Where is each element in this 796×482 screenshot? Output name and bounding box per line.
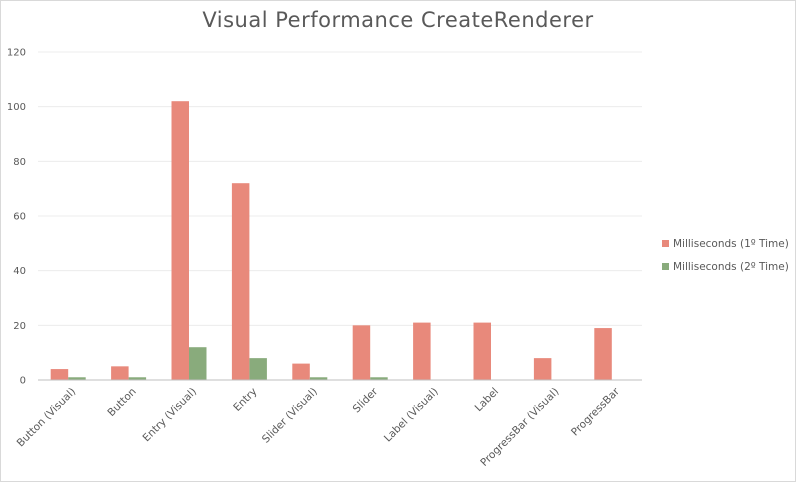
category-label: Button <box>105 386 138 419</box>
legend-label: Milliseconds (2º Time) <box>673 261 789 273</box>
bar-series-2 <box>309 377 328 380</box>
legend-swatch <box>662 240 669 247</box>
bar-series-1 <box>171 101 189 380</box>
y-tick-label: 120 <box>7 48 26 59</box>
y-tick-label: 60 <box>13 212 26 223</box>
bar-series-2 <box>128 377 147 380</box>
bar-series-1 <box>594 328 612 380</box>
y-tick-label: 100 <box>7 102 26 113</box>
legend: Milliseconds (1º Time) Milliseconds (2º T… <box>662 238 789 273</box>
legend-swatch <box>662 263 669 270</box>
bar-series-2 <box>370 377 388 380</box>
category-label: Entry (Visual) <box>141 386 200 445</box>
y-tick-label: 20 <box>13 321 26 332</box>
bar-series-1 <box>50 369 69 380</box>
y-tick-label: 80 <box>13 157 26 168</box>
bar-series-1 <box>231 183 250 380</box>
bar-series-2 <box>189 347 207 380</box>
category-label: ProgressBar <box>569 385 622 438</box>
gridlines <box>38 51 642 326</box>
category-label: Label <box>473 386 502 415</box>
legend-label: Milliseconds (1º Time) <box>673 238 789 250</box>
x-axis: Button (Visual) Button Entry (Visual) Entry… <box>15 379 642 469</box>
bar-series-2 <box>249 358 267 380</box>
y-tick-label: 40 <box>13 266 26 277</box>
bar-series-1 <box>352 325 371 380</box>
bars <box>50 101 612 380</box>
category-label: Button (Visual) <box>15 386 79 450</box>
category-label: Slider (Visual) <box>260 386 320 446</box>
category-label: Slider <box>351 385 381 415</box>
bar-series-1 <box>473 322 491 380</box>
category-label: Entry <box>231 386 259 414</box>
bar-series-1 <box>533 358 552 380</box>
chart-title: Visual Performance CreateRenderer <box>202 8 594 32</box>
category-label: Label (Visual) <box>382 386 441 445</box>
y-tick-label: 0 <box>20 376 26 387</box>
bar-series-2 <box>68 377 86 380</box>
bar-series-1 <box>111 366 129 380</box>
y-axis: 0 20 40 60 80 100 120 <box>7 48 26 387</box>
bar-series-1 <box>292 363 310 380</box>
bar-series-1 <box>413 322 431 380</box>
